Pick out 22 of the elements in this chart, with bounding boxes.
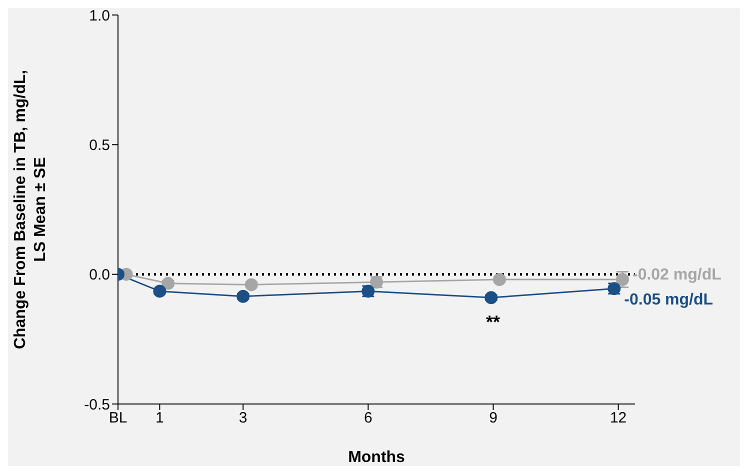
point <box>153 284 166 298</box>
x-tick-label: 1 <box>156 410 164 427</box>
y-axis-title: Change From Baseline in TB, mg/dL, LS Mean ± SE <box>12 70 49 350</box>
y-tick-label: 0.0 <box>89 266 110 284</box>
point <box>484 291 498 304</box>
x-tick-label: 9 <box>489 410 498 427</box>
annotation: ** <box>486 312 500 333</box>
x-tick-label: BL <box>108 410 128 427</box>
y-tick-label: 0.5 <box>89 136 110 154</box>
point <box>236 290 250 303</box>
series-label: -0.05 mg/dL <box>624 292 714 309</box>
y-tick-label: 1.0 <box>89 7 110 24</box>
x-tick-label: 3 <box>238 410 248 427</box>
x-axis-title: Months <box>348 449 406 466</box>
series-label: -0.02 mg/dL <box>632 266 722 284</box>
x-tick-label: 12 <box>610 410 627 427</box>
x-tick-label: 6 <box>364 410 372 427</box>
point <box>616 273 629 286</box>
point <box>162 276 175 290</box>
point <box>244 278 258 292</box>
point <box>492 273 506 286</box>
y-tick-label: -0.5 <box>84 396 110 414</box>
